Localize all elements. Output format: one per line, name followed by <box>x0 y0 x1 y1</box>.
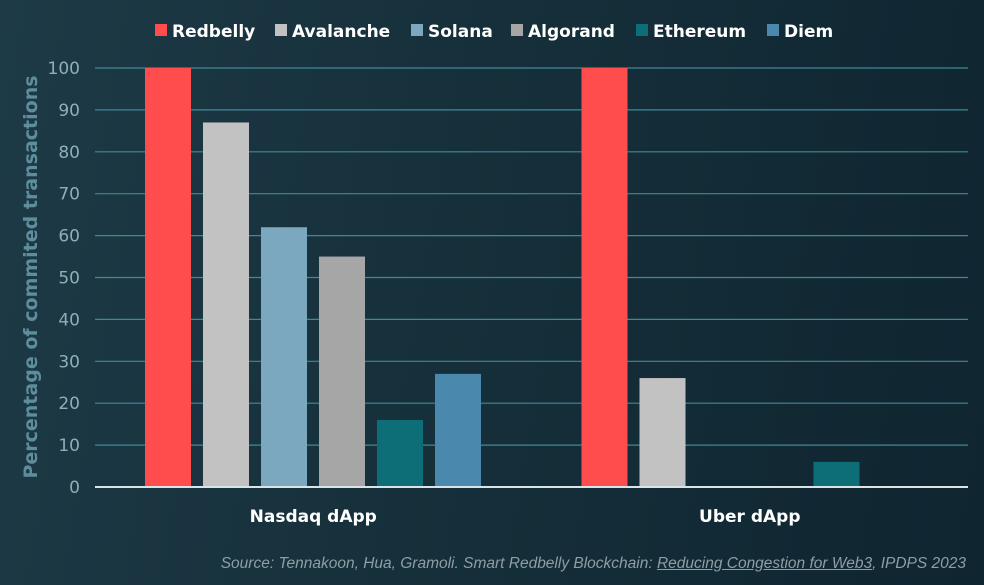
legend-label: Diem <box>784 22 833 42</box>
x-category-label: Nasdaq dApp <box>250 507 377 527</box>
y-tick-label: 10 <box>58 436 80 456</box>
y-tick-label: 0 <box>69 478 80 498</box>
legend-swatch <box>511 24 523 36</box>
legend-swatch <box>155 24 167 36</box>
legend-swatch <box>636 24 648 36</box>
y-tick-label: 60 <box>58 227 80 247</box>
legend-label: Ethereum <box>653 22 746 42</box>
legend-swatch <box>275 24 287 36</box>
x-category-label: Uber dApp <box>699 507 800 527</box>
bar-redbelly-nasdaq-dapp <box>145 68 191 487</box>
bar-ethereum-nasdaq-dapp <box>377 419 423 487</box>
bar-avalanche-nasdaq-dapp <box>203 122 249 487</box>
bar-avalanche-uber-dapp <box>639 378 686 487</box>
bar-ethereum-uber-dapp <box>813 461 860 487</box>
y-axis-title: Percentage of commited transactions <box>20 75 42 478</box>
bar-redbelly-uber-dapp <box>581 68 628 487</box>
y-tick-label: 90 <box>58 101 80 121</box>
bar-algorand-nasdaq-dapp <box>319 256 365 487</box>
y-tick-label: 100 <box>48 59 80 79</box>
source-prefix: Source: Tennakoon, Hua, Gramoli. Smart R… <box>220 555 657 572</box>
source-citation: Source: Tennakoon, Hua, Gramoli. Smart R… <box>221 555 966 573</box>
legend-label: Redbelly <box>172 22 255 42</box>
source-suffix: , IPDPS 2023 <box>872 555 966 572</box>
bar-solana-nasdaq-dapp <box>261 227 307 487</box>
y-tick-label: 80 <box>58 143 80 163</box>
legend-label: Algorand <box>528 22 615 42</box>
y-tick-label: 70 <box>58 185 80 205</box>
y-tick-label: 20 <box>58 394 80 414</box>
legend-swatch <box>767 24 779 36</box>
y-tick-label: 50 <box>58 269 80 289</box>
y-tick-label: 40 <box>58 310 80 330</box>
legend-label: Avalanche <box>292 22 390 42</box>
legend-swatch <box>411 24 423 36</box>
source-link[interactable]: Reducing Congestion for Web3 <box>656 555 873 572</box>
bar-diem-nasdaq-dapp <box>435 373 481 487</box>
y-tick-label: 30 <box>58 352 80 372</box>
legend-label: Solana <box>428 22 493 42</box>
